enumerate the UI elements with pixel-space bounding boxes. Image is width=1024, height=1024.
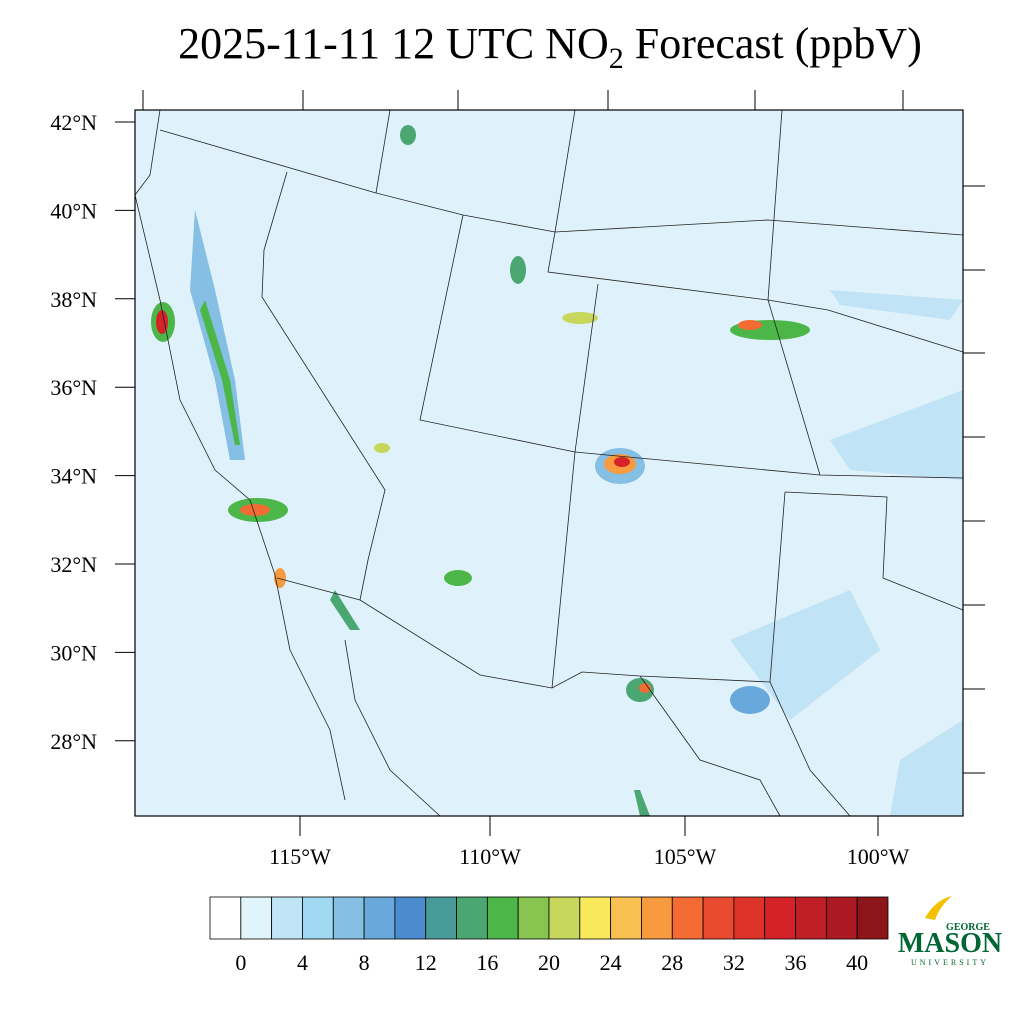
lon-label: 105°W [654,844,717,869]
colorbar-box [456,896,488,940]
colorbar-label: 32 [723,950,745,975]
title-end: Forecast (ppbV) [624,19,922,68]
colorbar-label: 40 [846,950,868,975]
logo-bottom: UNIVERSITY [911,958,989,967]
colorbar-box [764,896,796,940]
logo: GEORGE MASON UNIVERSITY [898,896,1002,967]
colorbar-box [641,896,673,940]
colorbar-box [671,896,704,940]
map-frame [134,109,964,817]
colorbar-box [363,896,396,940]
title-main: 2025-11-11 12 UTC NO [178,19,609,68]
borders [134,109,964,817]
map-area [134,90,985,836]
lon-label: 115°W [269,844,331,869]
lat-label: 38°N [50,287,97,312]
colorbar-box [702,896,735,940]
colorbar-box [825,896,858,940]
colorbar-label: 12 [415,950,437,975]
haze [730,290,963,816]
colorbar-box [610,896,642,940]
lon-label: 110°W [459,844,521,869]
colorbar-label: 24 [600,950,622,975]
colorbar-label: 0 [235,950,246,975]
logo-main: MASON [898,928,1002,959]
lat-label: 42°N [50,110,97,135]
colorbar-label: 36 [785,950,807,975]
lon-label: 100°W [847,844,910,869]
colorbar-box [517,896,550,940]
colorbar-label: 16 [476,950,498,975]
hotspots [151,125,810,816]
colorbar-box [486,896,519,940]
colorbar-box [579,896,612,940]
title-sub: 2 [609,42,624,75]
colorbar-label: 8 [359,950,370,975]
colorbar-box [795,896,827,940]
colorbar-box [425,896,457,940]
lon-labels: 115°W 110°W 105°W 100°W [269,844,909,869]
colorbar-box [209,896,242,940]
colorbar-box [856,896,889,940]
colorbar-box [240,896,273,940]
colorbar-box [733,896,766,940]
title: 2025-11-11 12 UTC NO2 Forecast (ppbV) [178,19,922,75]
lat-label: 32°N [50,552,97,577]
colorbar-box [271,896,303,940]
logo-top: GEORGE [946,922,990,933]
colorbar-box [332,896,365,940]
lat-label: 30°N [50,640,97,665]
colorbar-box [302,896,334,940]
colorbar-label: 28 [661,950,683,975]
lat-label: 40°N [50,198,97,223]
colorbar-box [548,896,581,940]
lat-label: 34°N [50,464,97,489]
colorbar-label: 20 [538,950,560,975]
lat-label: 36°N [50,375,97,400]
colorbar: 0 4 8 12 16 20 24 28 32 36 40 [209,896,889,975]
map-background [135,110,963,816]
colorbar-label: 4 [297,950,308,975]
lat-label: 28°N [50,729,97,754]
lat-labels: 42°N 40°N 38°N 36°N 34°N 32°N 30°N 28°N [50,110,135,754]
frame-ticks [142,90,985,836]
colorbar-box [394,896,427,940]
